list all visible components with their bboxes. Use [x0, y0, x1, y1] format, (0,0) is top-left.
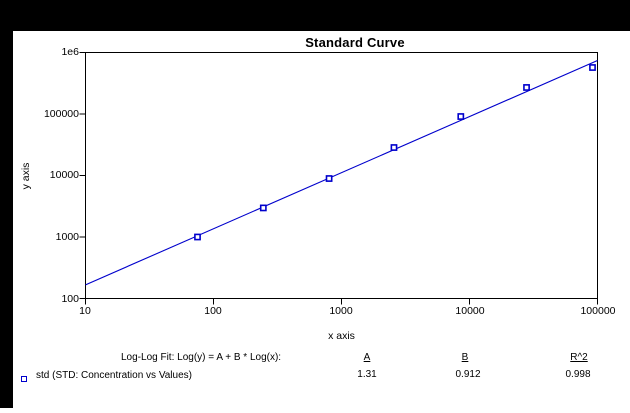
- legend-marker-icon: [21, 376, 27, 382]
- fit-value-r2: 0.998: [565, 369, 591, 380]
- x-tick-label: 10: [79, 305, 91, 317]
- y-tick-label: 1e6: [61, 46, 79, 58]
- window-border-top: [0, 0, 630, 31]
- plot-frame: [85, 52, 598, 299]
- x-tick-label: 10000: [455, 305, 485, 317]
- fit-column-header-a: A: [363, 352, 371, 363]
- chart-title: Standard Curve: [305, 35, 405, 50]
- x-tick-label: 100000: [580, 305, 616, 317]
- y-tick-label: 1000: [55, 231, 79, 243]
- fit-equation-label: Log-Log Fit: Log(y) = A + B * Log(x):: [121, 352, 282, 363]
- x-axis-label: x axis: [328, 330, 355, 342]
- y-tick-label: 100: [61, 293, 79, 305]
- fit-line: [85, 59, 598, 286]
- data-point-marker: [390, 144, 398, 151]
- y-axis-label: y axis: [20, 162, 32, 190]
- legend-series-label: std (STD: Concentration vs Values): [36, 370, 192, 381]
- data-point-marker: [457, 113, 465, 120]
- fit-column-header-b: B: [461, 352, 469, 363]
- data-point-marker: [259, 204, 267, 212]
- x-tick-label: 1000: [329, 305, 353, 317]
- data-point-marker: [325, 175, 333, 182]
- fit-column-header-r2: R^2: [570, 352, 588, 363]
- y-tick-label: 10000: [49, 169, 79, 181]
- x-tick-label: 100: [204, 305, 222, 317]
- y-tick-label: 100000: [43, 108, 79, 120]
- data-point-marker: [589, 64, 596, 71]
- window-border-left: [0, 31, 13, 408]
- data-point-marker: [523, 84, 530, 91]
- fit-value-b: 0.912: [455, 369, 481, 380]
- fit-value-a: 1.31: [357, 369, 377, 380]
- data-point-marker: [194, 233, 201, 241]
